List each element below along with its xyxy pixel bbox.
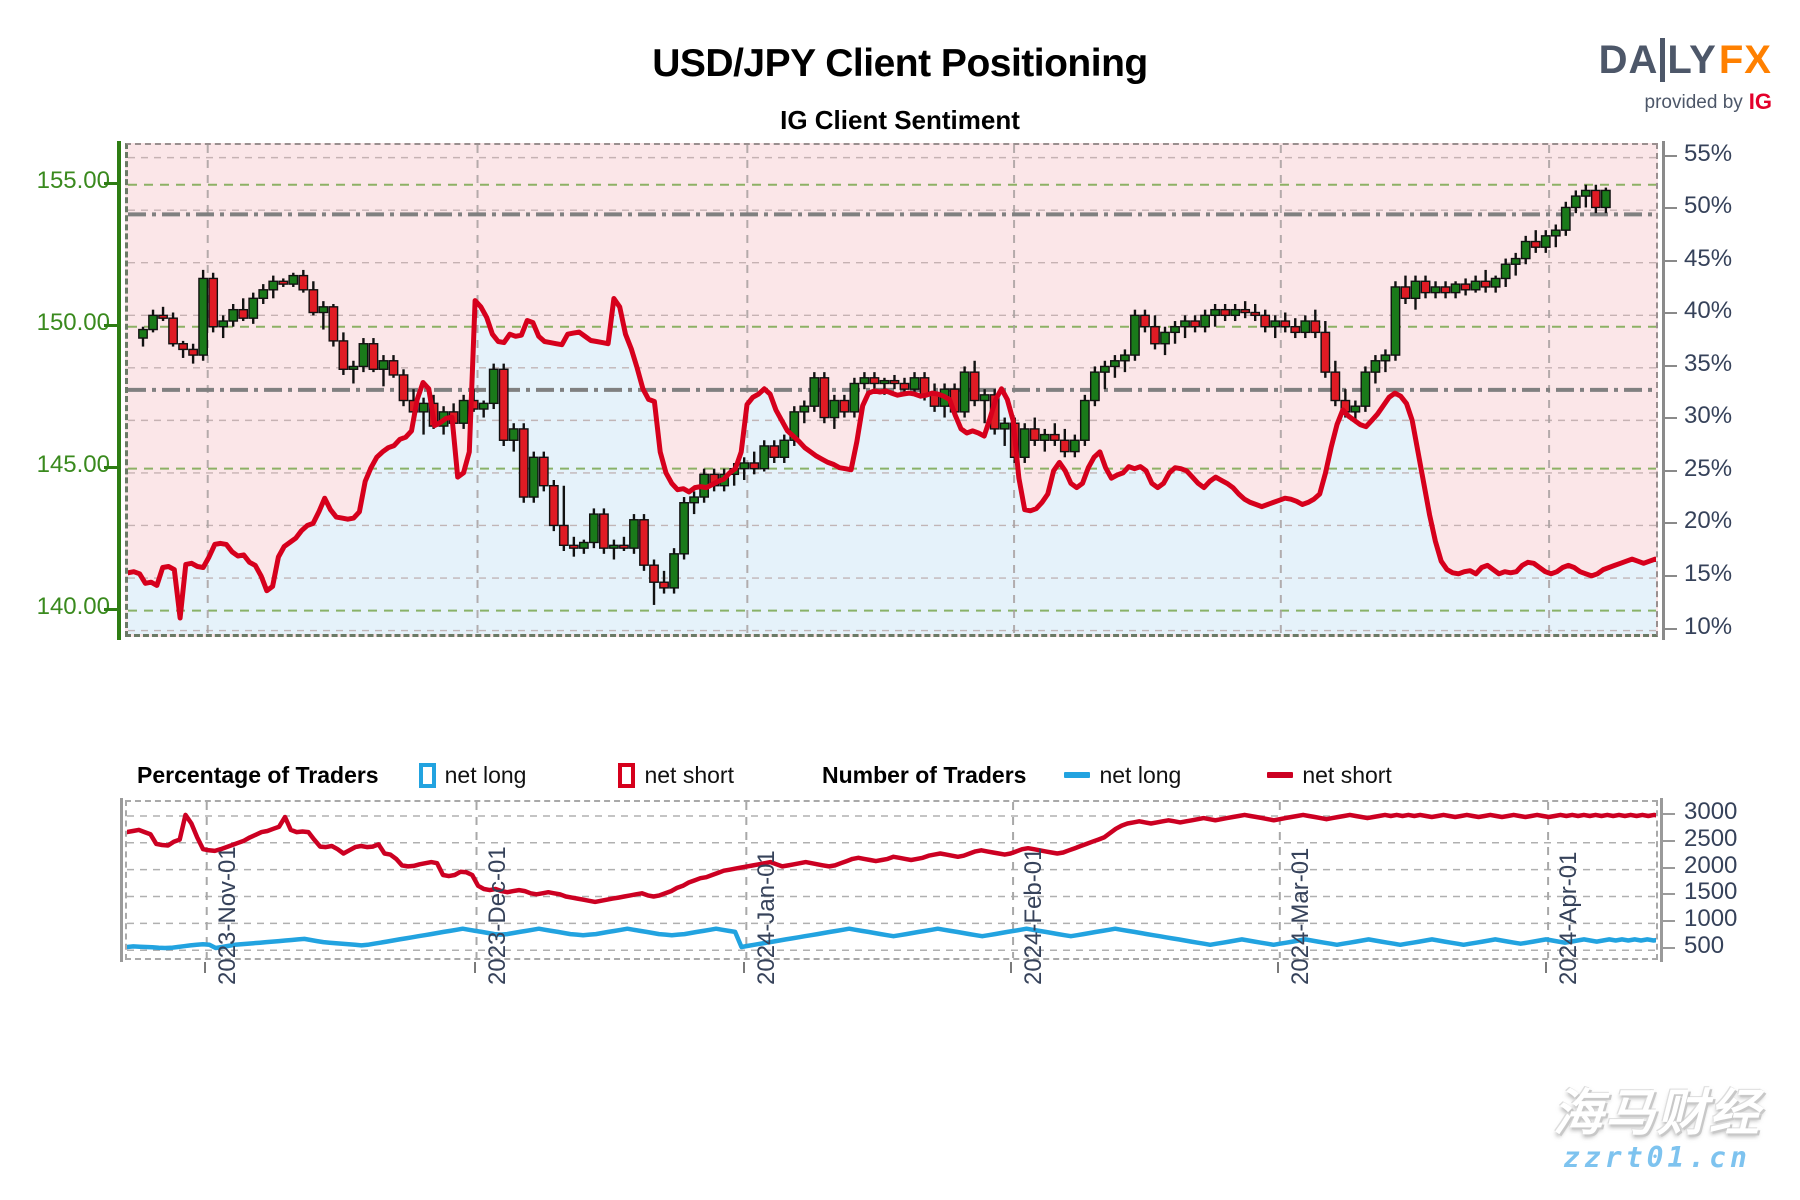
- legend-swatch-net-short-icon: [618, 762, 636, 788]
- lower-y-axis-tickmark: [1663, 920, 1675, 923]
- legend-label-pct-net-long: net long: [444, 761, 527, 788]
- x-axis-label-2023-Dec-01: 2023-Dec-01: [483, 846, 511, 985]
- lower-y-axis-tickmark: [1663, 812, 1675, 815]
- legend-label-num-net-long: net long: [1099, 761, 1182, 788]
- lower-y-axis-tick-500: 500: [1684, 932, 1725, 960]
- dailyfx-wordmark: DA LY FX: [1599, 38, 1772, 82]
- lower-y-axis-tickmark: [1663, 947, 1675, 950]
- y-axis-right-tickmark: [1665, 575, 1677, 578]
- legend-group-percentage-title: Percentage of Traders: [137, 761, 379, 788]
- lower-y-axis-tick-1000: 1000: [1684, 905, 1738, 933]
- main-left-spine: [117, 141, 121, 640]
- y-axis-right-tick-45%: 45%: [1684, 244, 1733, 272]
- logo-candle-icon: [1660, 38, 1666, 82]
- y-axis-right-tick-30%: 30%: [1684, 402, 1733, 430]
- watermark-chinese-text: 海马财经: [1553, 1084, 1761, 1142]
- legend-group-number-title: Number of Traders: [821, 761, 1027, 788]
- x-axis-label-2023-Nov-01: 2023-Nov-01: [213, 846, 241, 985]
- lower-y-axis-tickmark: [1663, 866, 1675, 869]
- y-axis-left-tickmark: [104, 465, 118, 469]
- trader-count-plot: [125, 800, 1658, 960]
- x-axis-tickmark: [1010, 962, 1013, 973]
- y-axis-right-tick-40%: 40%: [1684, 297, 1733, 325]
- x-axis-tickmark: [743, 962, 746, 973]
- legend-line-net-long-icon: [1064, 772, 1091, 778]
- site-watermark: 海马财经 zzrt01.cn: [1528, 1088, 1786, 1172]
- main-plot-canvas: [128, 145, 1656, 634]
- legend-label-pct-net-short: net short: [644, 761, 734, 788]
- lower-left-spine: [120, 798, 123, 962]
- x-axis-tickmark: [1276, 962, 1279, 973]
- chart-legend: Percentage of Traders net long net short…: [137, 757, 1587, 793]
- y-axis-left-tick-155.00: 155.00: [36, 166, 110, 194]
- logo-text-fx: FX: [1718, 38, 1772, 82]
- logo-text-daily-part1: DA: [1598, 38, 1659, 82]
- chart-subtitle: IG Client Sentiment: [780, 105, 1020, 135]
- main-right-spine: [1662, 141, 1665, 640]
- legend-item-num-net-long[interactable]: net long: [1064, 762, 1181, 789]
- lower-y-axis-tick-3000: 3000: [1684, 797, 1738, 825]
- logo-text-daily-part2: LY: [1667, 38, 1717, 82]
- legend-item-num-net-short[interactable]: net short: [1267, 762, 1392, 789]
- x-axis-tickmark: [203, 962, 206, 973]
- y-axis-left-tick-150.00: 150.00: [36, 308, 110, 336]
- y-axis-left-tick-145.00: 145.00: [36, 450, 110, 478]
- y-axis-left-tickmark: [104, 181, 118, 185]
- y-axis-right-tick-25%: 25%: [1684, 454, 1733, 482]
- y-axis-right-tickmark: [1665, 627, 1677, 630]
- y-axis-right-tick-50%: 50%: [1684, 192, 1733, 220]
- y-axis-right-tickmark: [1665, 154, 1677, 157]
- y-axis-left-tick-140.00: 140.00: [36, 592, 110, 620]
- y-axis-right-tickmark: [1665, 469, 1677, 472]
- y-axis-right-tick-15%: 15%: [1684, 560, 1733, 588]
- x-axis-tickmark: [1545, 962, 1548, 973]
- legend-swatch-net-long-icon: [418, 762, 436, 788]
- y-axis-right-tickmark: [1665, 522, 1677, 525]
- y-axis-right-tick-20%: 20%: [1684, 507, 1733, 535]
- main-price-sentiment-plot: [125, 143, 1658, 637]
- y-axis-right-tick-35%: 35%: [1684, 349, 1733, 377]
- y-axis-left-tickmark: [104, 607, 118, 611]
- lower-y-axis-tick-1500: 1500: [1684, 878, 1738, 906]
- lower-plot-canvas: [127, 802, 1656, 958]
- legend-item-pct-net-long[interactable]: net long: [418, 761, 527, 789]
- watermark-url: zzrt01.cn: [1563, 1141, 1751, 1174]
- x-axis-label-2024-Feb-01: 2024-Feb-01: [1020, 847, 1048, 985]
- y-axis-right-tickmark: [1665, 364, 1677, 367]
- dailyfx-logo: DA LY FX provided by IG: [1599, 38, 1772, 113]
- logo-tagline: provided by IG: [1599, 91, 1772, 113]
- lower-y-axis-tick-2000: 2000: [1684, 851, 1738, 879]
- x-axis-label-2024-Jan-01: 2024-Jan-01: [753, 850, 781, 985]
- logo-tagline-ig: IG: [1748, 89, 1772, 114]
- y-axis-right-tickmark: [1665, 207, 1677, 210]
- legend-line-net-short-icon: [1267, 772, 1294, 778]
- y-axis-right-tick-10%: 10%: [1684, 612, 1733, 640]
- legend-item-pct-net-short[interactable]: net short: [618, 762, 734, 789]
- x-axis-label-2024-Apr-01: 2024-Apr-01: [1555, 851, 1583, 985]
- x-axis-tickmark: [473, 962, 476, 973]
- y-axis-right-tick-55%: 55%: [1684, 139, 1733, 167]
- logo-tagline-text: provided by: [1644, 91, 1743, 113]
- page-title: USD/JPY Client Positioning: [652, 42, 1148, 85]
- y-axis-right-tickmark: [1665, 312, 1677, 315]
- lower-y-axis-tick-2500: 2500: [1684, 824, 1738, 852]
- lower-right-spine: [1660, 798, 1663, 962]
- legend-label-num-net-short: net short: [1302, 761, 1392, 788]
- lower-y-axis-tickmark: [1663, 893, 1675, 896]
- y-axis-right-tickmark: [1665, 417, 1677, 420]
- y-axis-left-tickmark: [104, 323, 118, 327]
- x-axis-label-2024-Mar-01: 2024-Mar-01: [1286, 847, 1314, 985]
- lower-y-axis-tickmark: [1663, 839, 1675, 842]
- y-axis-right-tickmark: [1665, 259, 1677, 262]
